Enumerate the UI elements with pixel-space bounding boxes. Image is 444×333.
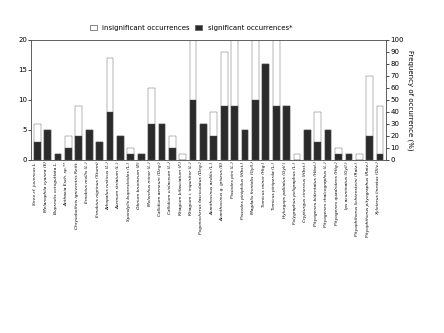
Bar (55, 154, 61, 160)
Bar (293, 154, 300, 160)
Bar (96, 142, 103, 160)
Bar (190, 100, 197, 160)
Bar (148, 124, 155, 160)
Bar (138, 154, 145, 160)
Bar (138, 154, 145, 160)
Bar (34, 124, 41, 160)
Bar (377, 154, 384, 160)
Bar (65, 136, 72, 160)
Bar (96, 142, 103, 160)
Bar (345, 154, 352, 160)
Bar (127, 154, 134, 160)
Bar (169, 136, 176, 160)
Bar (231, 106, 238, 160)
Bar (252, 22, 259, 160)
Bar (242, 130, 248, 160)
Bar (231, 22, 238, 160)
Bar (242, 130, 248, 160)
Bar (65, 148, 72, 160)
Bar (377, 106, 384, 160)
Bar (262, 64, 269, 160)
Bar (159, 124, 165, 160)
Bar (107, 112, 113, 160)
Bar (325, 130, 332, 160)
Bar (127, 148, 134, 160)
Bar (273, 0, 280, 160)
Bar (356, 154, 363, 160)
Bar (221, 52, 228, 160)
Bar (86, 130, 93, 160)
Bar (34, 142, 41, 160)
Bar (148, 88, 155, 160)
Bar (179, 154, 186, 160)
Bar (221, 106, 228, 160)
Bar (366, 76, 373, 160)
Bar (335, 148, 342, 160)
Bar (75, 106, 82, 160)
Bar (190, 34, 197, 160)
Bar (335, 154, 342, 160)
Bar (283, 106, 290, 160)
Bar (366, 136, 373, 160)
Bar (314, 142, 321, 160)
Bar (262, 64, 269, 160)
Bar (117, 136, 124, 160)
Bar (200, 124, 207, 160)
Y-axis label: Frequency of occurrence (%): Frequency of occurrence (%) (407, 50, 413, 150)
Bar (273, 106, 280, 160)
Bar (117, 136, 124, 160)
Bar (210, 136, 217, 160)
Bar (304, 130, 311, 160)
Bar (314, 112, 321, 160)
Bar (283, 106, 290, 160)
Bar (159, 124, 165, 160)
Bar (107, 58, 113, 160)
Bar (44, 130, 51, 160)
Bar (345, 154, 352, 160)
Legend: insignificant occurrences, significant occurrences*: insignificant occurrences, significant o… (90, 25, 292, 31)
Bar (44, 130, 51, 160)
Bar (75, 136, 82, 160)
Bar (55, 154, 61, 160)
Bar (169, 148, 176, 160)
Bar (86, 130, 93, 160)
Bar (252, 100, 259, 160)
Bar (210, 112, 217, 160)
Bar (200, 124, 207, 160)
Bar (304, 130, 311, 160)
Bar (325, 130, 332, 160)
